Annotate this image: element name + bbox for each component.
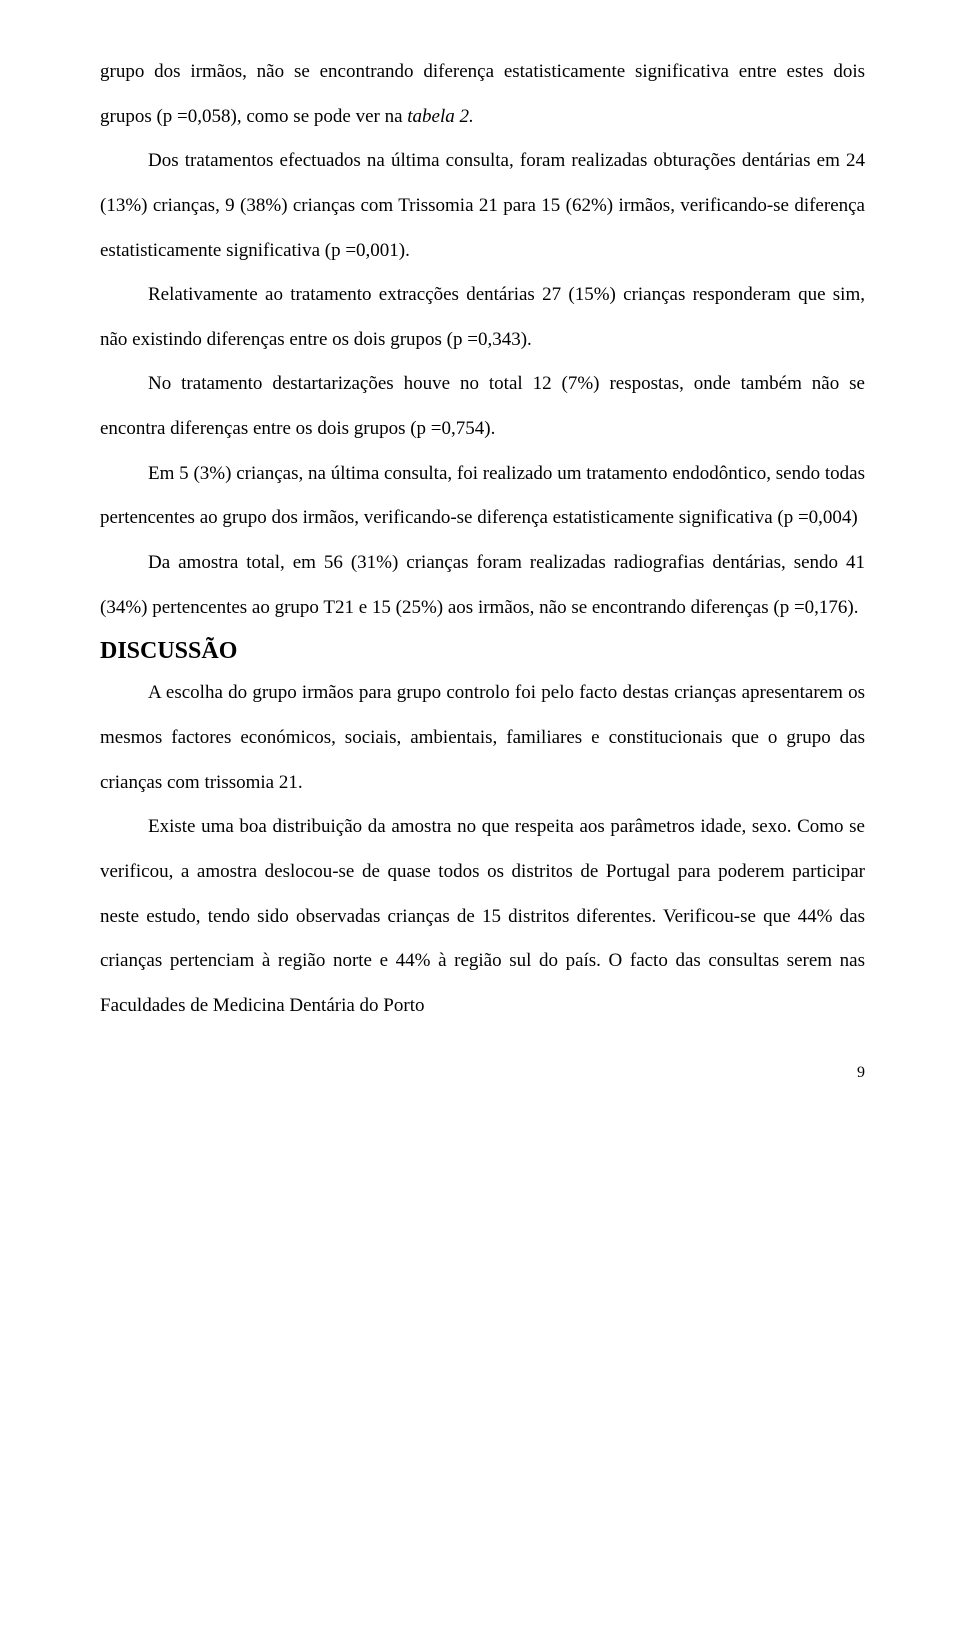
- paragraph-3: Relativamente ao tratamento extracções d…: [100, 273, 865, 362]
- paragraph-6: Da amostra total, em 56 (31%) crianças f…: [100, 541, 865, 630]
- section-heading-discussao: DISCUSSÃO: [100, 638, 865, 665]
- paragraph-7: A escolha do grupo irmãos para grupo con…: [100, 671, 865, 805]
- page-number: 9: [100, 1064, 865, 1082]
- paragraph-1-text-b: tabela 2.: [407, 106, 474, 127]
- paragraph-2: Dos tratamentos efectuados na última con…: [100, 139, 865, 273]
- paragraph-4: No tratamento destartarizações houve no …: [100, 362, 865, 451]
- paragraph-8: Existe uma boa distribuição da amostra n…: [100, 805, 865, 1028]
- paragraph-5: Em 5 (3%) crianças, na última consulta, …: [100, 452, 865, 541]
- paragraph-1: grupo dos irmãos, não se encontrando dif…: [100, 50, 865, 139]
- paragraph-1-text-a: grupo dos irmãos, não se encontrando dif…: [100, 61, 865, 127]
